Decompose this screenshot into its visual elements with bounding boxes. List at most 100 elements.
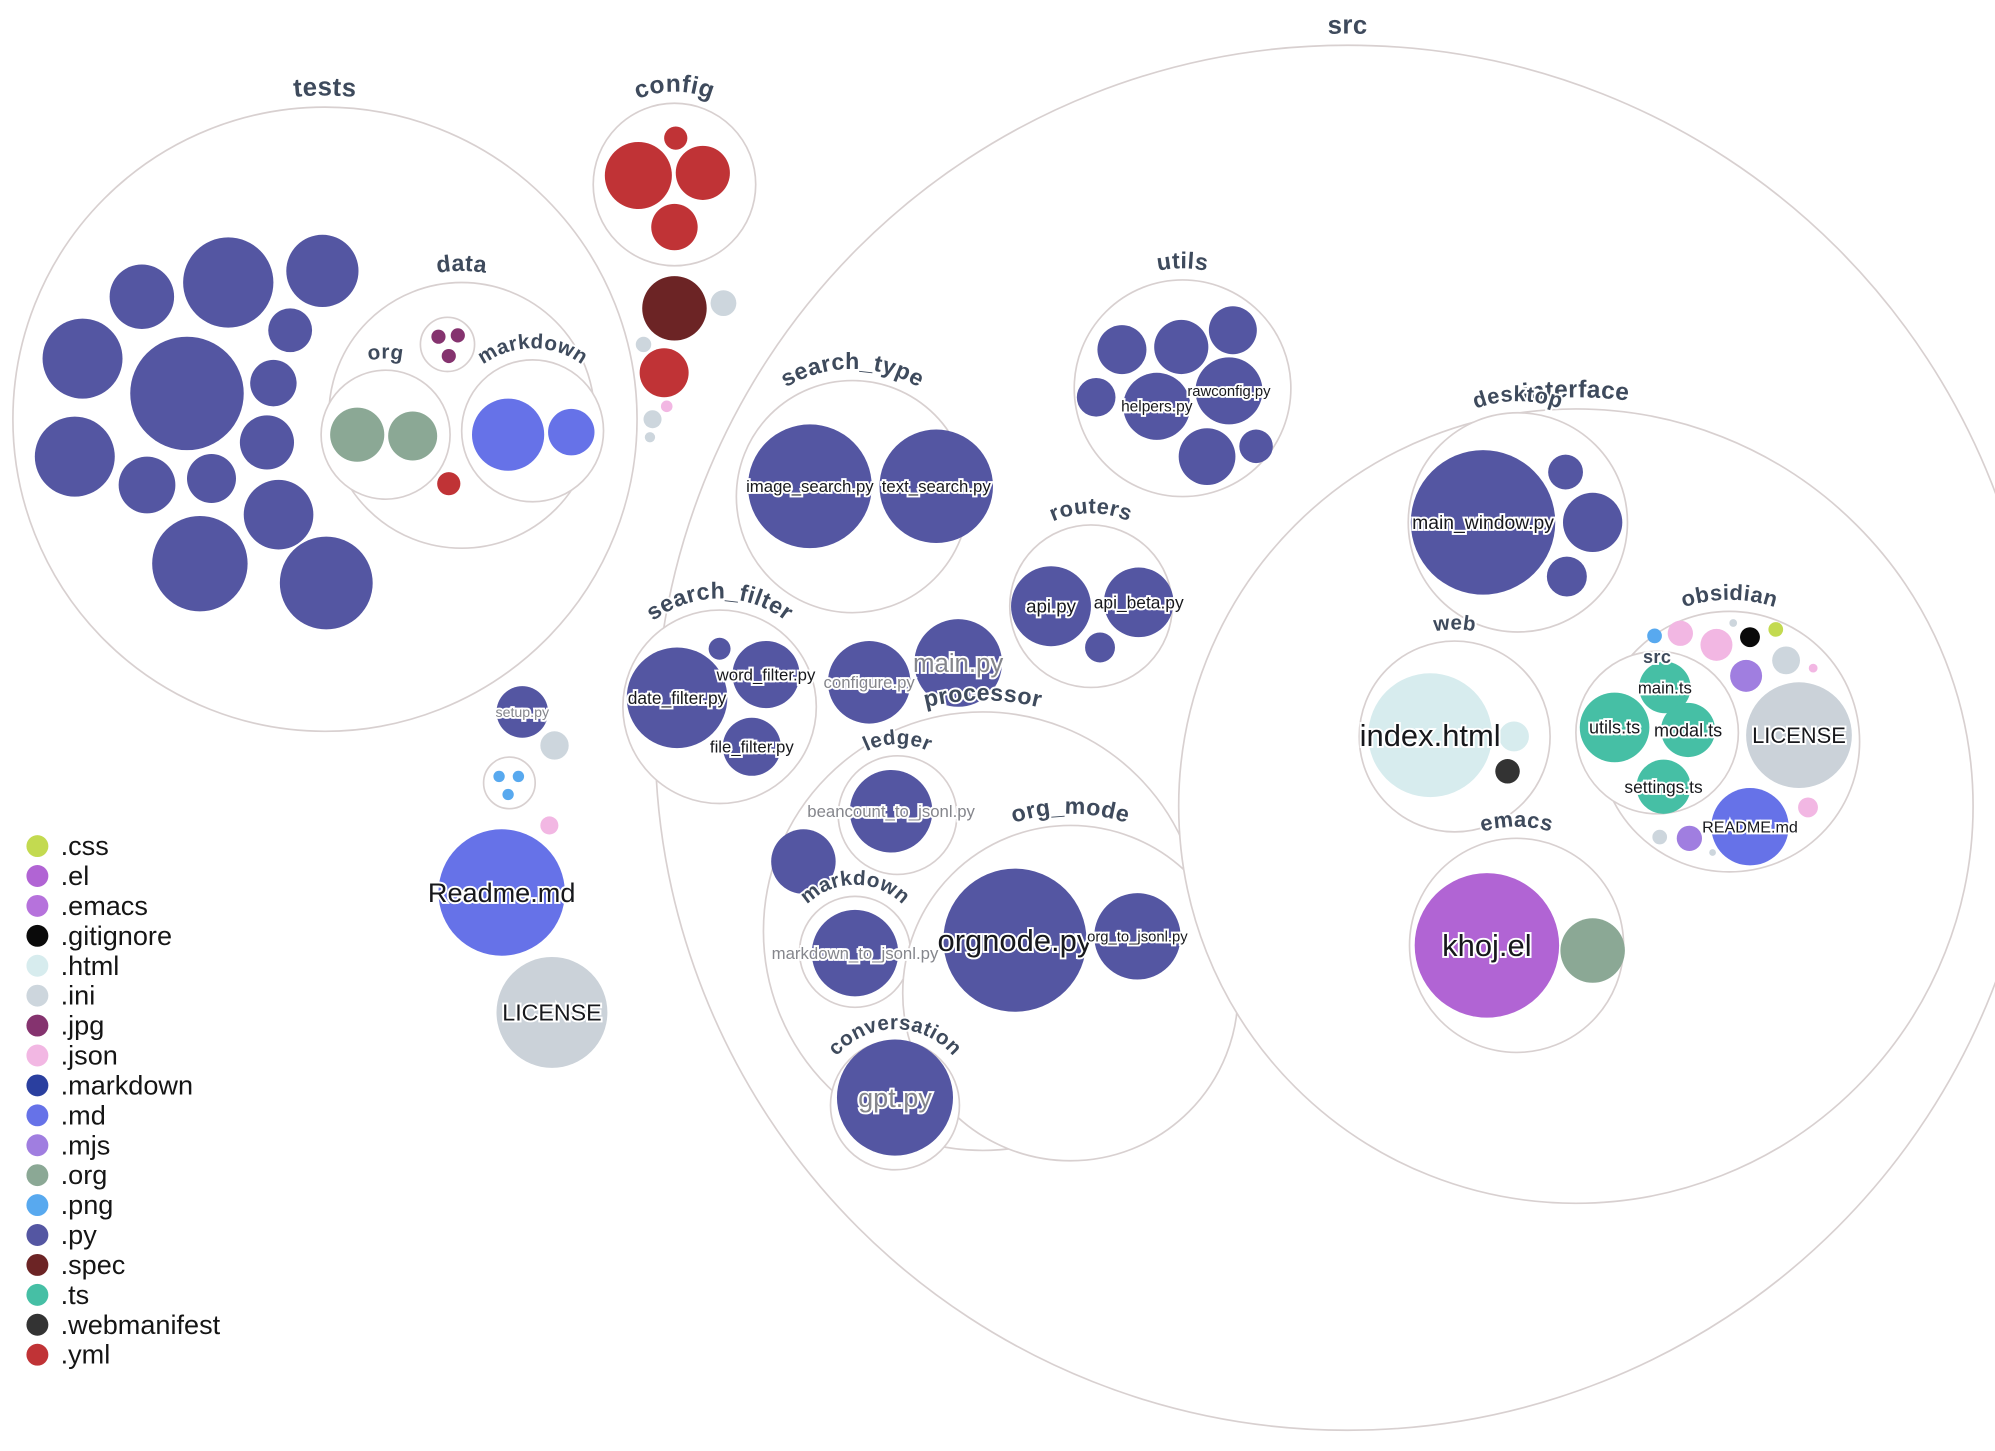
- file-circle-html: [1499, 721, 1529, 752]
- file-circle-md: [471, 398, 545, 471]
- folder-label-src: src: [1643, 647, 1671, 667]
- file-circle-word_filter.py: [732, 641, 800, 709]
- file-circle-Readme.md: [438, 829, 565, 956]
- file-circle-webmanifest: [1495, 759, 1520, 784]
- file-circle-py: [1239, 429, 1273, 464]
- file-circle-LICENSE: [1746, 682, 1852, 789]
- legend-item-py: .py: [26, 1219, 97, 1250]
- file-label-main.py: main.py: [913, 650, 1003, 678]
- folder-circle-src: [1575, 650, 1740, 815]
- legend-item-json: .json: [26, 1040, 118, 1071]
- file-label-Readme.md: Readme.md: [428, 877, 576, 908]
- file-label-README.md: README.md: [1702, 818, 1798, 836]
- file-circle-api_beta.py: [1103, 567, 1174, 638]
- file-circle-yml: [651, 203, 698, 251]
- file-circle-ini: [1772, 646, 1801, 675]
- file-circle-helpers.py: [1123, 372, 1191, 440]
- file-label-main.ts: main.ts: [1638, 678, 1692, 697]
- file-circle-org: [388, 411, 438, 461]
- file-label-index.html: index.html: [1360, 718, 1501, 753]
- legend-label-json: .json: [61, 1040, 118, 1071]
- legend-label-mjs: .mjs: [61, 1129, 111, 1160]
- file-circle-setup.py: [496, 686, 549, 738]
- file-label-settings.ts: settings.ts: [1624, 777, 1703, 797]
- legend-label-py: .py: [61, 1219, 98, 1250]
- file-circle-py: [1076, 377, 1116, 417]
- file-label-text_search.py: text_search.py: [882, 477, 992, 496]
- legend-swatch-webmanifest: [26, 1313, 49, 1336]
- file-circle-py: [1548, 454, 1583, 490]
- folder-circle-org: [320, 369, 451, 501]
- file-circle-py: [286, 234, 359, 308]
- file-circle-settings.ts: [1636, 759, 1691, 814]
- file-circle-utils.ts: [1579, 692, 1650, 763]
- file-circle-gpt.py: [836, 1039, 954, 1156]
- file-circle-py: [34, 416, 115, 497]
- file-circle-org_to_jsonl.py: [1094, 893, 1181, 980]
- file-circle-py: [1085, 632, 1115, 663]
- file-circle-py: [183, 237, 274, 328]
- legend-swatch-spec: [26, 1253, 49, 1276]
- file-circle-ini: [644, 432, 656, 443]
- file-label-main_window.py: main_window.py: [1412, 512, 1554, 534]
- legend-label-jpg: .jpg: [61, 1010, 105, 1041]
- file-circle-png: [1647, 628, 1662, 644]
- file-label-rawconfig.py: rawconfig.py: [1187, 384, 1271, 400]
- file-label-helpers.py: helpers.py: [1121, 399, 1193, 416]
- file-circle-LICENSE: [496, 956, 608, 1068]
- legend-swatch-ini: [26, 984, 49, 1007]
- folder-circle-unlabeled: [482, 756, 537, 810]
- file-circle-README.md: [1711, 788, 1789, 866]
- legend-swatch-html: [26, 954, 49, 977]
- file-label-api.py: api.py: [1026, 596, 1077, 617]
- file-circle-markdown_to_jsonl.py: [811, 909, 899, 997]
- file-circle-modal.ts: [1660, 702, 1716, 758]
- file-label-word_filter.py: word_filter.py: [716, 665, 816, 684]
- legend-label-spec: .spec: [61, 1249, 126, 1280]
- file-circle-py: [186, 454, 236, 504]
- file-circles-layer: [34, 126, 1852, 1156]
- folder-circle-interface: [1177, 408, 1974, 1205]
- file-circle-jpg: [441, 348, 456, 364]
- folder-label-tests: tests: [292, 74, 357, 103]
- file-circle-py: [1562, 492, 1623, 553]
- legend-item-md: .md: [26, 1099, 106, 1130]
- legend-swatch-png: [26, 1194, 49, 1217]
- file-circle-api.py: [1011, 566, 1091, 647]
- file-circle-json: [540, 816, 559, 835]
- file-circle-rawconfig.py: [1195, 357, 1263, 425]
- file-circle-png: [512, 770, 525, 783]
- legend-swatch-json: [26, 1044, 49, 1067]
- folder-label-processor: processor: [921, 679, 1045, 712]
- legend-label-markdown: .markdown: [61, 1069, 193, 1100]
- file-label-setup.py: setup.py: [495, 705, 549, 721]
- file-label-utils.ts: utils.ts: [1589, 718, 1640, 738]
- legend-label-el: .el: [61, 860, 90, 891]
- file-circle-json: [1667, 620, 1693, 646]
- file-circle-khoj.el: [1414, 873, 1560, 1018]
- file-label-api_beta.py: api_beta.py: [1094, 592, 1184, 612]
- file-circle-ini: [635, 336, 652, 353]
- file-circle-ini: [1709, 849, 1716, 856]
- legend-label-ini: .ini: [61, 980, 96, 1011]
- file-circle-ini: [540, 731, 569, 760]
- legend-item-yml: .yml: [26, 1339, 110, 1370]
- legend: .css.el.emacs.gitignore.html.ini.jpg.jso…: [26, 830, 221, 1370]
- file-circle-py: [243, 479, 314, 550]
- folder-label-web: web: [1431, 611, 1477, 636]
- folder-label-org: org: [366, 341, 405, 366]
- file-circle-json: [1808, 663, 1818, 673]
- file-circle-json: [660, 400, 673, 413]
- legend-item-emacs: .emacs: [26, 890, 148, 921]
- legend-item-html: .html: [26, 950, 119, 981]
- legend-item-spec: .spec: [26, 1249, 125, 1280]
- legend-item-jpg: .jpg: [26, 1010, 104, 1041]
- file-label-org_to_jsonl.py: org_to_jsonl.py: [1087, 930, 1188, 946]
- file-circle-date_filter.py: [626, 647, 728, 749]
- legend-label-org: .org: [61, 1159, 108, 1190]
- file-circle-image_search.py: [747, 424, 872, 549]
- file-circle-py: [279, 536, 373, 630]
- file-circle-org: [1560, 918, 1625, 983]
- legend-swatch-ts: [26, 1283, 49, 1306]
